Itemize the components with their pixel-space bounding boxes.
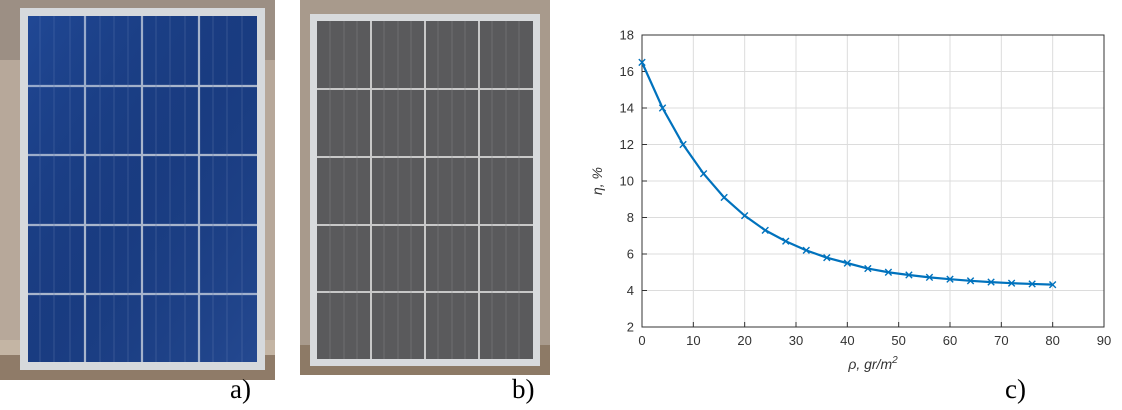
efficiency-chart: 0 10 20 30 40 50 60 70 80 90 2 4 6 8 10 12 14 16 18 ρ, gr/…	[589, 28, 1112, 373]
panel-label-c: c)	[1005, 374, 1026, 404]
data-point-marker	[638, 58, 646, 67]
marker-stroke	[1028, 280, 1036, 288]
y-tick-label: 18	[620, 28, 634, 43]
data-point-marker	[1028, 280, 1036, 288]
x-tick-label: 60	[943, 333, 957, 348]
marker-stroke	[658, 104, 667, 112]
data-point-marker	[864, 264, 872, 273]
clean-solar-panel-image	[0, 0, 275, 380]
data-point-marker	[925, 273, 934, 282]
marker-stroke	[884, 268, 893, 276]
y-tick-label: 12	[620, 137, 634, 152]
data-point-marker	[1048, 280, 1057, 289]
data-point-marker	[720, 193, 728, 202]
marker-stroke	[699, 170, 708, 178]
data-point-marker	[905, 271, 913, 279]
marker-stroke	[761, 226, 769, 234]
marker-stroke	[679, 140, 687, 149]
marker-stroke	[823, 253, 831, 262]
x-tick-label: 40	[840, 333, 854, 348]
marker-stroke	[925, 273, 934, 282]
data-point-marker	[1007, 279, 1016, 287]
clean-solar-panel-photo	[0, 0, 275, 380]
x-tick-label: 20	[737, 333, 751, 348]
marker-stroke	[905, 271, 913, 279]
marker-stroke	[1007, 279, 1016, 287]
y-tick-label: 2	[627, 320, 634, 335]
data-point-marker	[658, 104, 667, 112]
data-point-marker	[987, 278, 995, 286]
data-point-marker	[679, 140, 687, 149]
data-point-marker	[699, 170, 708, 178]
chart-ticks: 0 10 20 30 40 50 60 70 80 90 2 4 6 8 10 12 14 16 18	[620, 28, 1112, 349]
marker-stroke	[802, 246, 810, 255]
x-tick-label: 80	[1045, 333, 1059, 348]
marker-stroke	[740, 211, 749, 220]
data-point-marker	[761, 226, 769, 234]
data-point-marker	[966, 277, 975, 285]
x-axis-label: ρ, gr/m2	[847, 355, 898, 372]
y-tick-label: 6	[627, 247, 634, 262]
panel-label-a: a)	[230, 374, 251, 404]
x-tick-label: 50	[891, 333, 905, 348]
data-point-marker	[823, 253, 831, 262]
data-point-marker	[782, 237, 790, 245]
dusty-solar-panel-image	[300, 0, 550, 375]
marker-stroke	[720, 193, 728, 202]
marker-stroke	[864, 264, 872, 273]
data-point-marker	[740, 211, 749, 220]
x-tick-label: 90	[1097, 333, 1111, 348]
data-point-marker	[946, 275, 954, 283]
marker-stroke	[782, 237, 790, 245]
x-tick-label: 0	[638, 333, 645, 348]
y-tick-label: 4	[627, 283, 634, 298]
data-point-marker	[884, 268, 893, 276]
y-tick-label: 10	[620, 174, 634, 189]
x-tick-label: 10	[686, 333, 700, 348]
chart-markers	[638, 58, 1057, 289]
marker-stroke	[843, 259, 852, 267]
marker-stroke	[1048, 280, 1057, 289]
x-tick-label: 30	[789, 333, 803, 348]
data-point-marker	[802, 246, 810, 255]
marker-stroke	[987, 278, 995, 286]
x-tick-label: 70	[994, 333, 1008, 348]
marker-stroke	[638, 58, 646, 67]
panel-label-b: b)	[512, 374, 535, 404]
data-point-marker	[843, 259, 852, 267]
y-tick-label: 14	[620, 101, 634, 116]
y-tick-label: 16	[620, 64, 634, 79]
dusty-solar-panel-photo	[300, 0, 550, 375]
y-axis-label: η, %	[589, 167, 605, 195]
marker-stroke	[946, 275, 954, 283]
y-tick-label: 8	[627, 210, 634, 225]
marker-stroke	[966, 277, 975, 285]
